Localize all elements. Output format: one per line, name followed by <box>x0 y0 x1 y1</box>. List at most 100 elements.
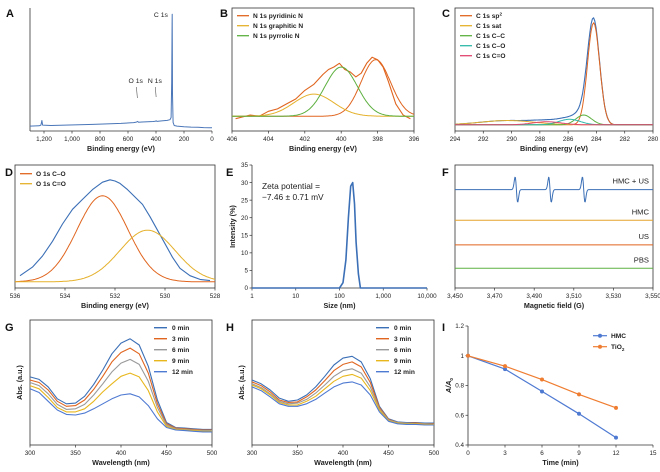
x-tick-label: 450 <box>161 450 172 457</box>
zeta-annotation-line2: −7.46 ± 0.71 mV <box>262 192 324 202</box>
y-tick-label: 0.4 <box>455 442 464 449</box>
y-axis-label: Intensity (%) <box>228 205 237 248</box>
x-tick-label: 400 <box>116 450 127 457</box>
y-tick-label: 0 <box>244 285 248 292</box>
y-tick-label: 25 <box>241 197 249 204</box>
x-tick-label: 292 <box>478 136 489 143</box>
x-tick-label: 280 <box>648 136 659 143</box>
x-tick-label: 3,550 <box>645 293 660 300</box>
point-hmc <box>577 411 581 416</box>
panel-g: G 300 350 400 450 500 Wavelength (nm) Abs. (a.u… <box>5 319 218 467</box>
panel-h: H 300 350 400 450 500 Wavelength (nm) Abs. (a.u… <box>226 319 440 467</box>
panel-label-e: E <box>226 167 233 179</box>
panel-f: F 3,450 3,470 3,490 3,510 3,530 3,550 Magnetic … <box>442 164 660 310</box>
x-tick-label: 100 <box>334 293 345 300</box>
x-tick-label: 282 <box>619 136 630 143</box>
legend-label-9-min: 9 min <box>394 358 411 365</box>
line-9-min <box>251 373 434 425</box>
y-axis-label: A/A0 <box>444 378 454 394</box>
point-hmc <box>614 435 618 440</box>
line-6-min <box>29 358 212 432</box>
legend-label-3-min: 3 min <box>394 336 411 343</box>
x-tick-label: 15 <box>649 450 657 457</box>
x-tick-label: 3 <box>503 450 507 457</box>
x-tick-label: 406 <box>227 136 238 143</box>
point-tio2 <box>577 392 581 397</box>
x-tick-label: 12 <box>612 450 620 457</box>
point-tio2 <box>466 353 470 358</box>
y-axis-label: Abs. (a.u.) <box>237 365 246 400</box>
x-tick-label: 300 <box>247 450 258 457</box>
panel-label-g: G <box>5 322 14 334</box>
x-tick-label: 532 <box>110 293 121 300</box>
legend-label-12-min: 12 min <box>394 369 415 376</box>
x-tick-label: 284 <box>591 136 602 143</box>
panel-label-b: B <box>220 8 228 20</box>
x-axis-label: Size (nm) <box>324 301 357 310</box>
y-tick-label: 20 <box>241 215 249 222</box>
x-tick-label: 402 <box>300 136 311 143</box>
x-tick-label: 0 <box>466 450 470 457</box>
plot-frame <box>454 164 654 289</box>
line-12-min <box>29 388 212 433</box>
legend-label-n-1s-graphitic-n: N 1s graphitic N <box>253 23 303 30</box>
legend-label-c-1s-c-c: C 1s C–C <box>476 33 505 40</box>
line-envelope <box>235 56 411 120</box>
legend-marker <box>598 333 602 338</box>
x-axis-label: Magnetic field (G) <box>524 301 585 310</box>
legend-label-c-1s-sp2: C 1s sp2 <box>476 12 502 21</box>
x-tick-label: 404 <box>263 136 274 143</box>
line-n-1s-pyrrolic-n <box>232 66 414 117</box>
x-tick-label: 288 <box>535 136 546 143</box>
x-tick-label: 536 <box>10 293 21 300</box>
line-o-1s-c-o <box>15 229 216 283</box>
annotation-c1s: C 1s <box>154 12 169 19</box>
line-envelope <box>19 179 211 282</box>
line-hmc <box>467 355 617 439</box>
plot-frame <box>231 7 415 132</box>
legend-label-o-1s-c-o: O 1s C=O <box>36 181 66 188</box>
panel-a: A 1,200 1,000 800 600 400 200 0 Binding energy (… <box>6 8 214 153</box>
legend-label-6-min: 6 min <box>172 347 189 354</box>
line-size-distribution <box>252 181 427 289</box>
point-hmc <box>540 389 544 394</box>
legend-label-tio2: TiO2 <box>611 344 625 352</box>
x-tick-label: 0 <box>210 136 214 143</box>
x-axis-label: Binding energy (eV) <box>87 144 155 153</box>
x-tick-label: 528 <box>210 293 221 300</box>
y-tick-label: 1.2 <box>455 323 464 330</box>
line-0-min <box>29 338 212 430</box>
panel-label-f: F <box>442 167 449 179</box>
legend-label-o-1s-c-o: O 1s C–O <box>36 171 66 178</box>
legend-label-9-min: 9 min <box>172 358 189 365</box>
annotation-arrow-o1s <box>136 86 138 99</box>
panel-c: C 294 292 290 288 286 284 282 280 Binding energy … <box>442 7 659 153</box>
line-9-min <box>29 372 212 432</box>
x-tick-label: 3,470 <box>487 293 503 300</box>
y-tick-label: 10 <box>241 250 249 257</box>
legend-label-6-min: 6 min <box>394 347 411 354</box>
legend-label-0-min: 0 min <box>394 325 411 332</box>
x-tick-label: 500 <box>207 450 218 457</box>
y-axis-label: Abs. (a.u.) <box>15 365 24 400</box>
x-tick-label: 450 <box>383 450 394 457</box>
panel-e: E 1 10 100 1,000 10,000 Size (nm) 0 5 10 15 20 25 30 3… <box>226 162 437 310</box>
point-tio2 <box>614 405 618 410</box>
y-label-subscript: 0 <box>449 378 454 381</box>
x-axis-label: Binding energy (eV) <box>520 144 588 153</box>
x-tick-label: 400 <box>151 136 162 143</box>
x-tick-label: 1,000 <box>375 293 391 300</box>
y-tick-label: 5 <box>244 268 248 275</box>
panel-label-c: C <box>442 8 450 20</box>
y-tick-label: 0.8 <box>455 383 464 390</box>
x-axis-label: Wavelength (nm) <box>92 458 150 467</box>
x-tick-label: 1,200 <box>36 136 52 143</box>
x-tick-label: 294 <box>450 136 461 143</box>
subscript: 2 <box>622 347 625 352</box>
legend-label-3-min: 3 min <box>172 336 189 343</box>
panel-label-h: H <box>226 322 234 334</box>
legend-label-n-1s-pyrrolic-n: N 1s pyrrolic N <box>253 33 300 40</box>
x-tick-label: 200 <box>179 136 190 143</box>
annotation-arrow-n1s <box>155 86 157 98</box>
